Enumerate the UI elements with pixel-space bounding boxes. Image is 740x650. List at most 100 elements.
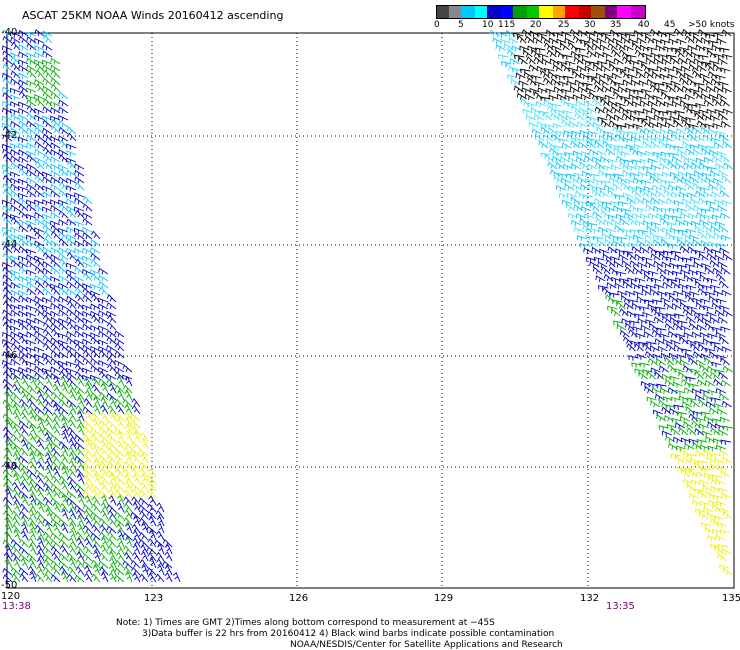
wind-barb	[719, 449, 730, 457]
wind-barb	[114, 359, 125, 367]
wind-barb	[624, 122, 635, 129]
wind-barb	[625, 234, 636, 241]
wind-barb	[50, 91, 61, 100]
wind-barb	[69, 529, 77, 541]
wind-barb	[51, 411, 61, 422]
wind-barb	[60, 446, 69, 457]
wind-barb	[541, 58, 552, 66]
wind-barb	[605, 113, 616, 121]
wind-barb	[712, 122, 723, 130]
wind-barb	[702, 484, 713, 492]
wind-barb	[562, 110, 573, 116]
wind-barb	[620, 295, 631, 303]
wind-barb	[50, 247, 61, 254]
wind-barb	[125, 424, 133, 436]
wind-barb	[655, 99, 666, 107]
wind-barb	[98, 303, 109, 311]
wind-barb	[637, 171, 648, 178]
wind-barb	[156, 516, 165, 527]
wind-barb	[642, 141, 652, 149]
wind-barb	[155, 530, 165, 541]
wind-barb	[99, 475, 109, 485]
wind-barb	[84, 495, 93, 506]
wind-barb	[45, 508, 53, 520]
wind-barb	[11, 510, 21, 520]
wind-barb	[42, 328, 53, 338]
wind-barb	[26, 469, 37, 478]
wind-barb	[2, 169, 13, 177]
wind-barb	[530, 49, 541, 58]
wind-barb	[511, 45, 522, 52]
wind-barb	[621, 260, 632, 268]
wind-barb	[74, 227, 85, 234]
wind-barb	[699, 479, 710, 486]
wind-barb	[68, 537, 77, 548]
wind-barb	[28, 502, 37, 513]
wind-barb	[155, 551, 165, 562]
wind-barb	[713, 141, 724, 149]
wind-barb	[93, 473, 101, 485]
wind-barb	[642, 52, 653, 59]
wind-barb	[26, 134, 37, 142]
wind-barb	[713, 232, 724, 240]
wind-barb	[679, 77, 689, 86]
wind-barb	[58, 231, 69, 240]
note-line-3: NOAA/NESDIS/Center for Satellite Applica…	[290, 640, 563, 650]
wind-barb	[706, 166, 717, 172]
wind-barb	[75, 559, 85, 569]
wind-barb	[710, 225, 721, 233]
wind-barb	[58, 139, 69, 149]
wind-barb	[720, 379, 731, 387]
wind-barb	[633, 290, 644, 297]
wind-barb	[2, 363, 13, 373]
wind-barb	[139, 517, 149, 527]
wind-barb	[612, 183, 623, 191]
wind-barb	[627, 277, 638, 284]
wind-barb	[26, 150, 37, 157]
wind-barb	[674, 254, 685, 262]
wind-barb	[34, 114, 45, 122]
wind-barb	[576, 121, 587, 128]
wind-barb	[50, 142, 61, 149]
wind-barb	[665, 343, 676, 352]
wind-barb	[704, 526, 715, 534]
wind-barb	[2, 281, 13, 289]
wind-barb	[18, 546, 29, 555]
wind-barb	[42, 252, 53, 261]
wind-barb	[604, 239, 615, 247]
wind-barb	[3, 342, 13, 352]
wind-barb	[18, 455, 29, 464]
wind-barb	[667, 184, 679, 192]
wind-barb	[10, 171, 21, 178]
wind-barb	[577, 141, 588, 149]
wind-barb	[36, 439, 45, 450]
wind-barb	[4, 487, 13, 499]
wind-barb	[633, 143, 644, 150]
wind-barb	[26, 317, 37, 325]
wind-barb	[697, 29, 708, 37]
wind-barb	[669, 316, 680, 324]
wind-barb	[681, 85, 692, 93]
wind-barb	[42, 224, 53, 233]
wind-barb	[43, 475, 53, 485]
wind-barb	[140, 551, 149, 562]
wind-barb	[114, 448, 125, 457]
wind-barb	[130, 462, 141, 471]
wind-barb	[668, 442, 679, 450]
wind-barb	[4, 544, 13, 555]
wind-barb	[58, 203, 69, 212]
wind-barb	[82, 283, 93, 290]
wind-barb	[547, 105, 557, 114]
wind-barb	[58, 210, 69, 219]
wind-barb	[124, 537, 133, 548]
wind-barb	[599, 248, 610, 255]
wind-barb	[3, 433, 13, 443]
wind-barb	[670, 396, 681, 403]
wind-barb	[716, 298, 727, 305]
wind-barb	[600, 65, 611, 72]
wind-barb	[91, 524, 101, 534]
wind-barb	[74, 266, 85, 275]
wind-barb	[565, 115, 576, 122]
wind-barb	[2, 469, 13, 478]
wind-barb	[42, 69, 53, 79]
